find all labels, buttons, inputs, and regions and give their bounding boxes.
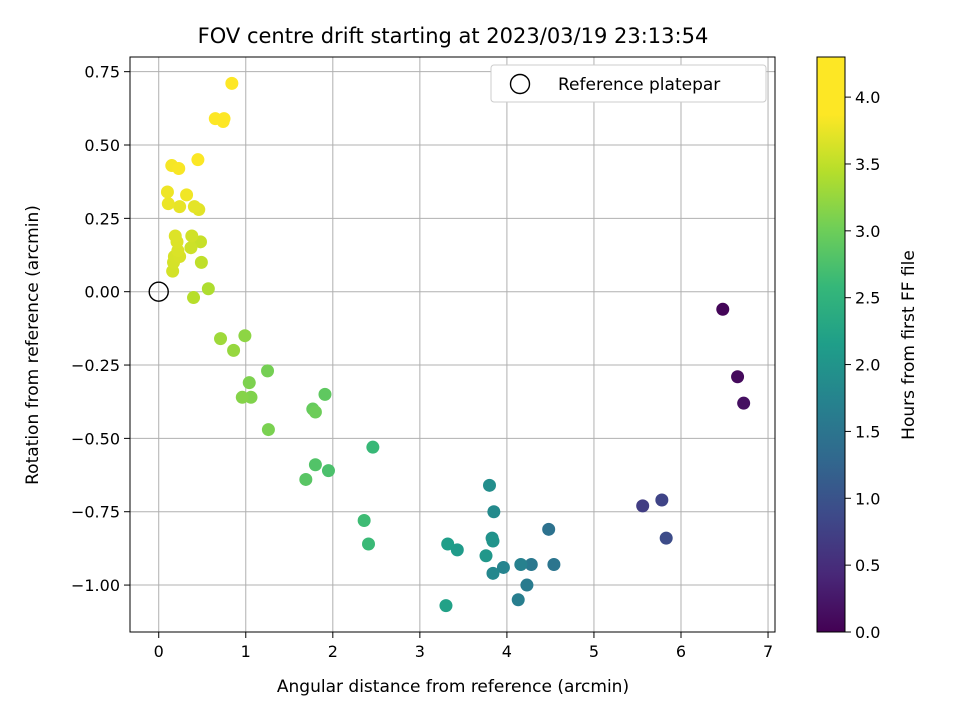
legend-box	[490, 64, 767, 103]
data-point	[737, 396, 751, 410]
data-point	[214, 332, 228, 346]
x-tick-label: 0	[154, 642, 164, 661]
y-tick-label: −0.25	[71, 356, 120, 375]
x-axis-label: Angular distance from reference (arcmin)	[277, 677, 629, 697]
chart-title: FOV centre drift starting at 2023/03/19 …	[198, 24, 709, 48]
colorbar-label: Hours from first FF file	[899, 250, 919, 440]
data-point	[242, 376, 256, 390]
data-point	[227, 343, 241, 357]
data-point	[173, 200, 187, 214]
data-point	[321, 464, 335, 478]
legend-marker-icon	[509, 73, 531, 95]
data-point	[180, 188, 194, 202]
data-point	[191, 153, 205, 167]
x-tick-label: 1	[241, 642, 251, 661]
data-point	[308, 458, 322, 472]
data-points	[160, 76, 751, 613]
colorbar-tick-label: 0.0	[855, 623, 880, 642]
data-point	[261, 423, 275, 437]
data-point	[731, 370, 745, 384]
y-axis-ticks: 0.75 0.50 0.25 0.00 −0.25 −0.50 −0.75 −1.00	[71, 63, 130, 595]
data-point	[542, 522, 556, 536]
data-point	[201, 282, 215, 296]
x-axis-ticks: 0 1 2 3 4 5 6 7	[154, 632, 773, 661]
reference-point	[148, 281, 169, 302]
data-point	[160, 185, 174, 199]
data-point	[235, 390, 249, 404]
data-point	[514, 558, 528, 572]
plot-frame	[129, 56, 776, 633]
x-tick-label: 7	[763, 642, 773, 661]
data-point	[486, 566, 500, 580]
data-point	[482, 478, 496, 492]
y-tick-label: −0.75	[71, 503, 120, 522]
data-point	[238, 329, 252, 343]
data-point	[185, 229, 199, 243]
data-point	[187, 200, 201, 214]
colorbar-tick-label: 3.0	[855, 222, 880, 241]
data-point	[187, 291, 201, 305]
data-point	[161, 197, 175, 211]
colorbar-tick-label: 1.5	[855, 422, 880, 441]
data-point	[216, 115, 230, 129]
colorbar-tick-label: 3.5	[855, 155, 880, 174]
data-point	[318, 387, 332, 401]
data-point	[168, 229, 182, 243]
data-point	[636, 499, 650, 513]
reference-marker	[148, 281, 169, 302]
data-point	[357, 514, 371, 528]
x-tick-label: 3	[415, 642, 425, 661]
data-point	[172, 161, 186, 175]
x-tick-label: 5	[589, 642, 599, 661]
colorbar-gradient	[816, 56, 846, 633]
data-point	[655, 493, 669, 507]
colorbar-tick-label: 2.5	[855, 289, 880, 308]
data-point	[366, 440, 380, 454]
y-axis-label: Rotation from reference (arcmin)	[23, 205, 43, 485]
colorbar-tick-label: 0.5	[855, 556, 880, 575]
data-point	[194, 255, 208, 269]
colorbar-ticks: 0.0 0.5 1.0 1.5 2.0 2.5 3.0 3.5 4.0	[845, 88, 880, 642]
data-point	[479, 549, 493, 563]
data-point	[441, 537, 455, 551]
data-point	[496, 560, 510, 574]
grid-lines	[130, 57, 775, 632]
data-point	[520, 578, 534, 592]
y-tick-label: 0.25	[84, 209, 120, 228]
data-point	[439, 599, 453, 613]
legend-entry: Reference platepar	[558, 75, 720, 95]
data-point	[511, 593, 525, 607]
y-tick-label: 0.00	[84, 283, 120, 302]
x-tick-label: 2	[328, 642, 338, 661]
colorbar-tick-label: 1.0	[855, 489, 880, 508]
y-tick-label: 0.50	[84, 136, 120, 155]
y-tick-label: 0.75	[84, 63, 120, 82]
data-point	[547, 558, 561, 572]
data-point	[308, 405, 322, 419]
data-point	[362, 537, 376, 551]
data-point	[450, 543, 464, 557]
data-point	[659, 531, 673, 545]
colorbar-tick-label: 4.0	[855, 88, 880, 107]
data-point	[184, 241, 198, 255]
legend: Reference platepar	[490, 64, 767, 103]
data-point	[524, 558, 538, 572]
data-point	[225, 76, 239, 90]
x-tick-label: 6	[676, 642, 686, 661]
data-point	[299, 472, 313, 486]
x-tick-label: 4	[502, 642, 512, 661]
colorbar-tick-label: 2.0	[855, 356, 880, 375]
y-tick-label: −0.50	[71, 429, 120, 448]
data-point	[716, 302, 730, 316]
data-point	[487, 505, 501, 519]
colorbar: 0.0 0.5 1.0 1.5 2.0 2.5 3.0 3.5 4.0 Hours from f…	[816, 56, 919, 642]
data-point	[261, 364, 275, 378]
data-point	[486, 534, 500, 548]
y-tick-label: −1.00	[71, 576, 120, 595]
